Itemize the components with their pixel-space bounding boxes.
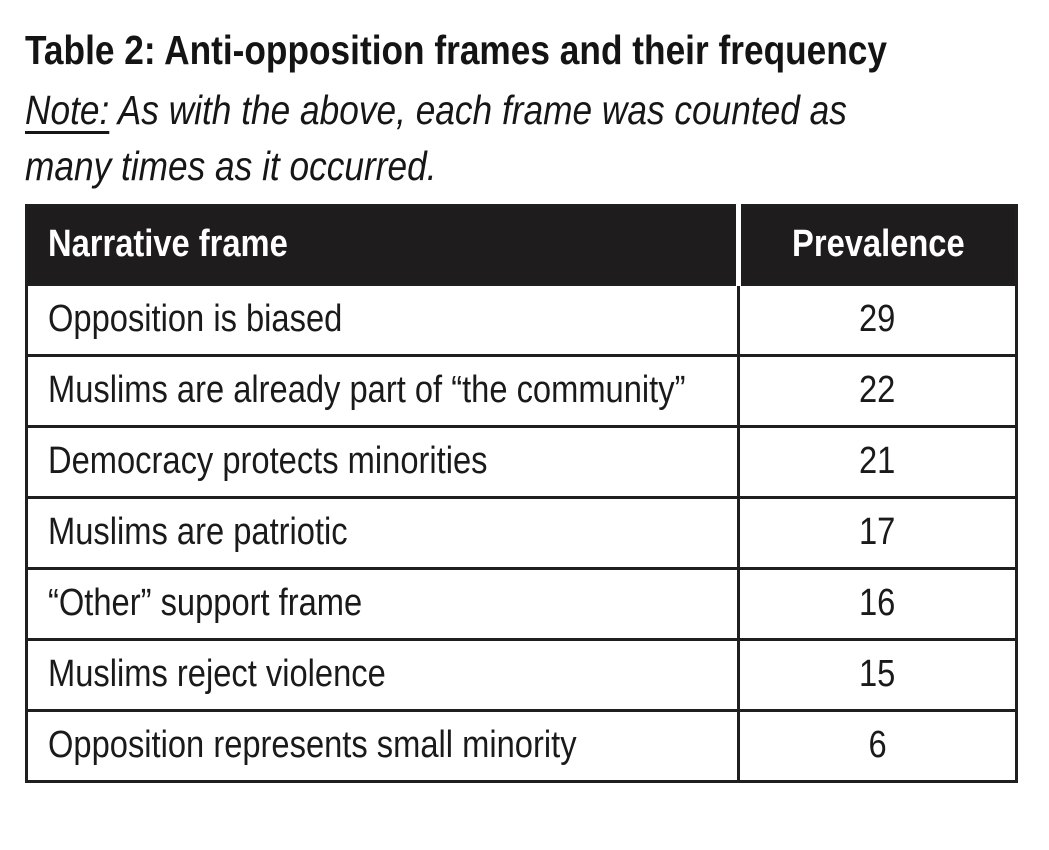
prevalence-cell: 6 — [737, 709, 1018, 783]
frame-text: “Other” support frame — [48, 582, 363, 624]
frame-cell: Muslims are patriotic — [25, 496, 740, 570]
table-row: Muslims are patriotic 17 — [25, 496, 1018, 570]
prevalence-value: 16 — [859, 582, 896, 624]
note: Note: As with the above, each frame was … — [25, 82, 902, 194]
frame-text: Opposition is biased — [48, 298, 343, 340]
prevalence-cell: 16 — [737, 567, 1018, 641]
frame-cell: Muslims reject violence — [25, 638, 740, 712]
table-row: Opposition represents small minority 6 — [25, 709, 1018, 783]
table-row: “Other” support frame 16 — [25, 567, 1018, 641]
frame-text: Opposition represents small minority — [48, 724, 577, 766]
frame-text: Muslims are already part of “the communi… — [48, 369, 686, 411]
frequency-table: Narrative frame Prevalence Opposition is… — [25, 204, 1018, 783]
prevalence-value: 17 — [859, 511, 896, 553]
frame-cell: Opposition is biased — [25, 283, 740, 357]
table-row: Muslims reject violence 15 — [25, 638, 1018, 712]
column-header-narrative-frame-label: Narrative frame — [48, 223, 288, 265]
column-header-prevalence-label: Prevalence — [791, 223, 965, 265]
frame-cell: Muslims are already part of “the communi… — [25, 354, 740, 428]
prevalence-cell: 21 — [737, 425, 1018, 499]
prevalence-value: 6 — [868, 724, 887, 766]
note-text: As with the above, each frame was counte… — [25, 87, 847, 189]
note-label: Note: — [25, 87, 110, 133]
prevalence-cell: 22 — [737, 354, 1018, 428]
column-header-narrative-frame: Narrative frame — [25, 204, 740, 286]
frame-text: Muslims are patriotic — [48, 511, 348, 553]
frame-cell: Democracy protects minorities — [25, 425, 740, 499]
prevalence-value: 15 — [859, 653, 896, 695]
page-title-text: Table 2: Anti-opposition frames and thei… — [25, 27, 888, 73]
table-row: Democracy protects minorities 21 — [25, 425, 1018, 499]
prevalence-value: 21 — [859, 440, 896, 482]
prevalence-cell: 17 — [737, 496, 1018, 570]
prevalence-cell: 15 — [737, 638, 1018, 712]
frame-text: Democracy protects minorities — [48, 440, 488, 482]
table-row: Muslims are already part of “the communi… — [25, 354, 1018, 428]
table-header-row: Narrative frame Prevalence — [25, 204, 1018, 286]
prevalence-value: 29 — [859, 298, 896, 340]
column-header-prevalence: Prevalence — [736, 204, 1018, 286]
prevalence-cell: 29 — [737, 283, 1018, 357]
page-title: Table 2: Anti-opposition frames and thei… — [25, 24, 1049, 76]
prevalence-value: 22 — [859, 369, 896, 411]
table-row: Opposition is biased 29 — [25, 283, 1018, 357]
page: Table 2: Anti-opposition frames and thei… — [25, 24, 1049, 783]
frame-cell: “Other” support frame — [25, 567, 740, 641]
frame-cell: Opposition represents small minority — [25, 709, 740, 783]
frame-text: Muslims reject violence — [48, 653, 386, 695]
